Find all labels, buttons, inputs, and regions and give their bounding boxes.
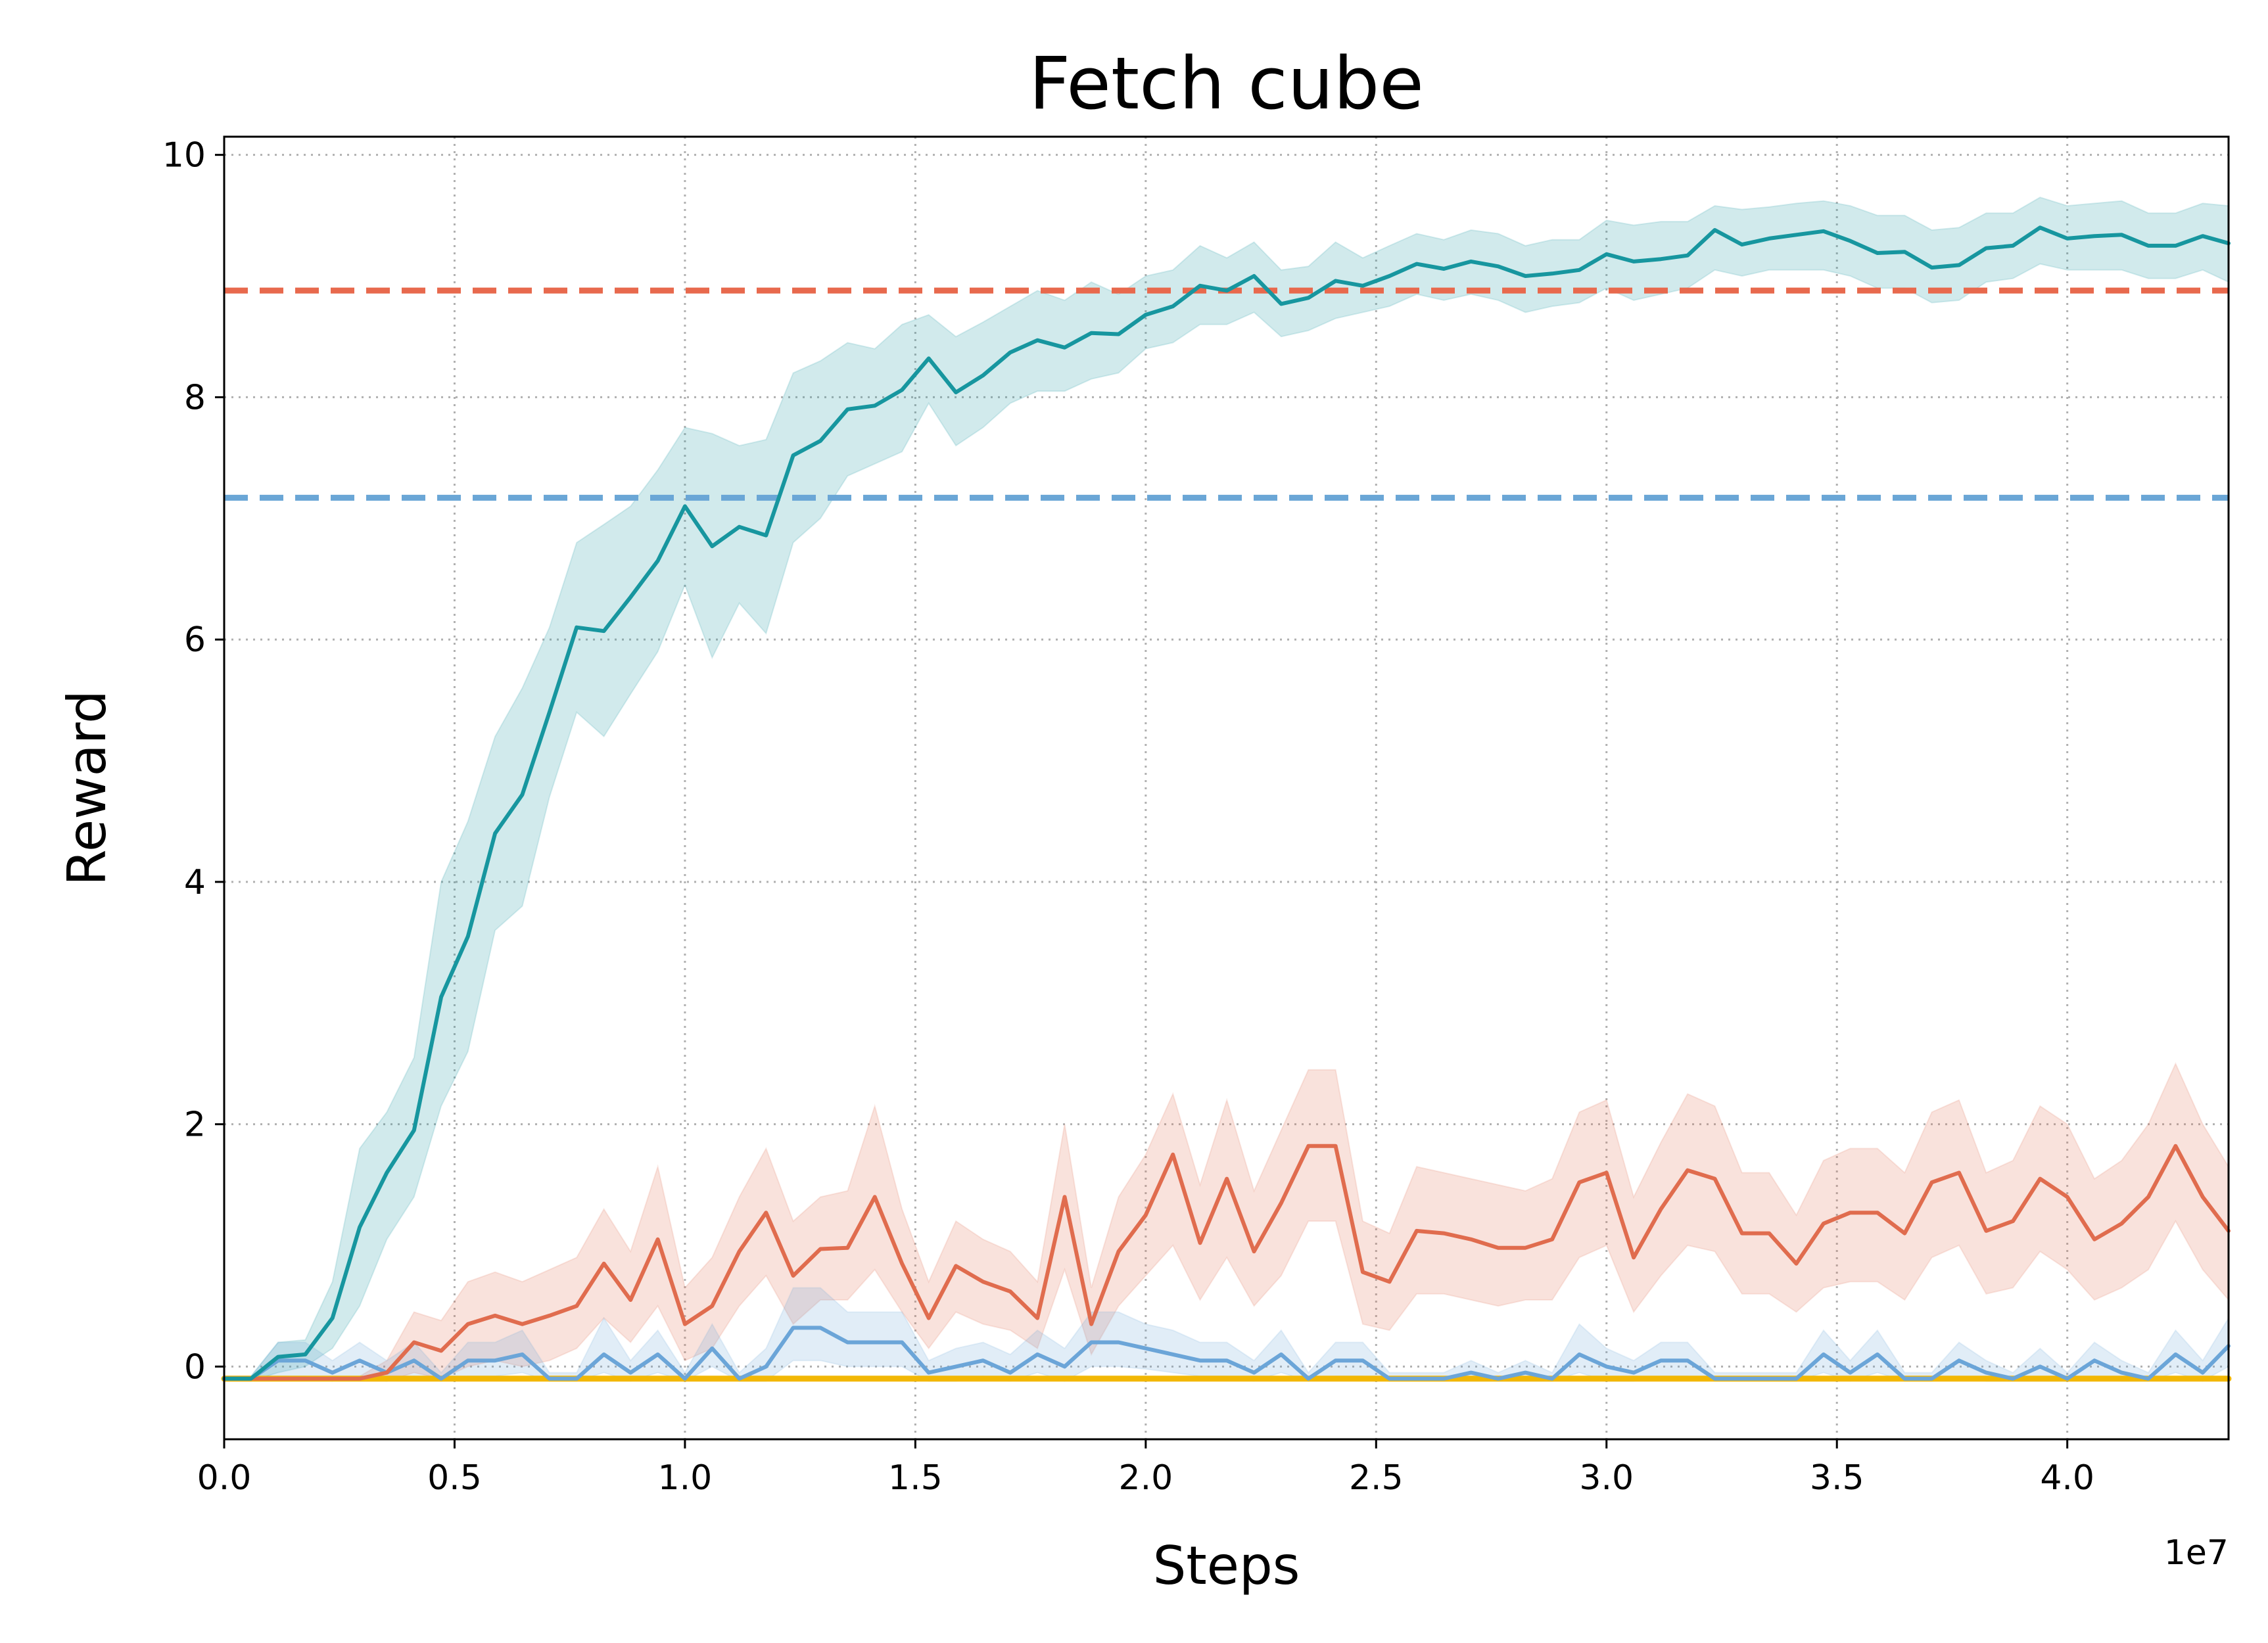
x-axis-offset-label: 1e7 bbox=[2164, 1533, 2229, 1573]
x-tick-label: 2.0 bbox=[1118, 1458, 1173, 1498]
series-line-2 bbox=[222, 1144, 2231, 1381]
y-tick-label: 2 bbox=[184, 1105, 206, 1145]
x-tick-label: 3.5 bbox=[1810, 1458, 1864, 1498]
y-tick-label: 4 bbox=[184, 863, 206, 902]
y-tick-label: 8 bbox=[184, 378, 206, 417]
chart-title: Fetch cube bbox=[1029, 41, 1424, 126]
y-tick-label: 0 bbox=[184, 1347, 206, 1387]
x-tick-label: 1.5 bbox=[888, 1458, 943, 1498]
y-tick-label: 6 bbox=[184, 620, 206, 660]
plot-frame bbox=[223, 135, 2230, 1441]
x-tick-label: 3.0 bbox=[1579, 1458, 1634, 1498]
series-lines bbox=[221, 225, 2232, 1382]
y-axis-ticks: 0 2 4 6 8 10 bbox=[162, 136, 224, 1387]
y-axis-label: Reward bbox=[57, 690, 118, 886]
x-tick-label: 4.0 bbox=[2040, 1458, 2094, 1498]
grid bbox=[223, 137, 2229, 1439]
x-axis-label: Steps bbox=[1153, 1535, 1300, 1596]
x-tick-label: 1.0 bbox=[658, 1458, 713, 1498]
series-line-1 bbox=[222, 225, 2231, 1381]
x-tick-label: 0.0 bbox=[197, 1458, 252, 1498]
y-tick-label: 10 bbox=[162, 136, 206, 175]
x-tick-label: 0.5 bbox=[427, 1458, 482, 1498]
x-axis-ticks: 0.0 0.5 1.0 1.5 2.0 2.5 3.0 3.5 4.0 bbox=[197, 1439, 2094, 1498]
series-line-3 bbox=[222, 1326, 2231, 1381]
x-tick-label: 2.5 bbox=[1349, 1458, 1404, 1498]
